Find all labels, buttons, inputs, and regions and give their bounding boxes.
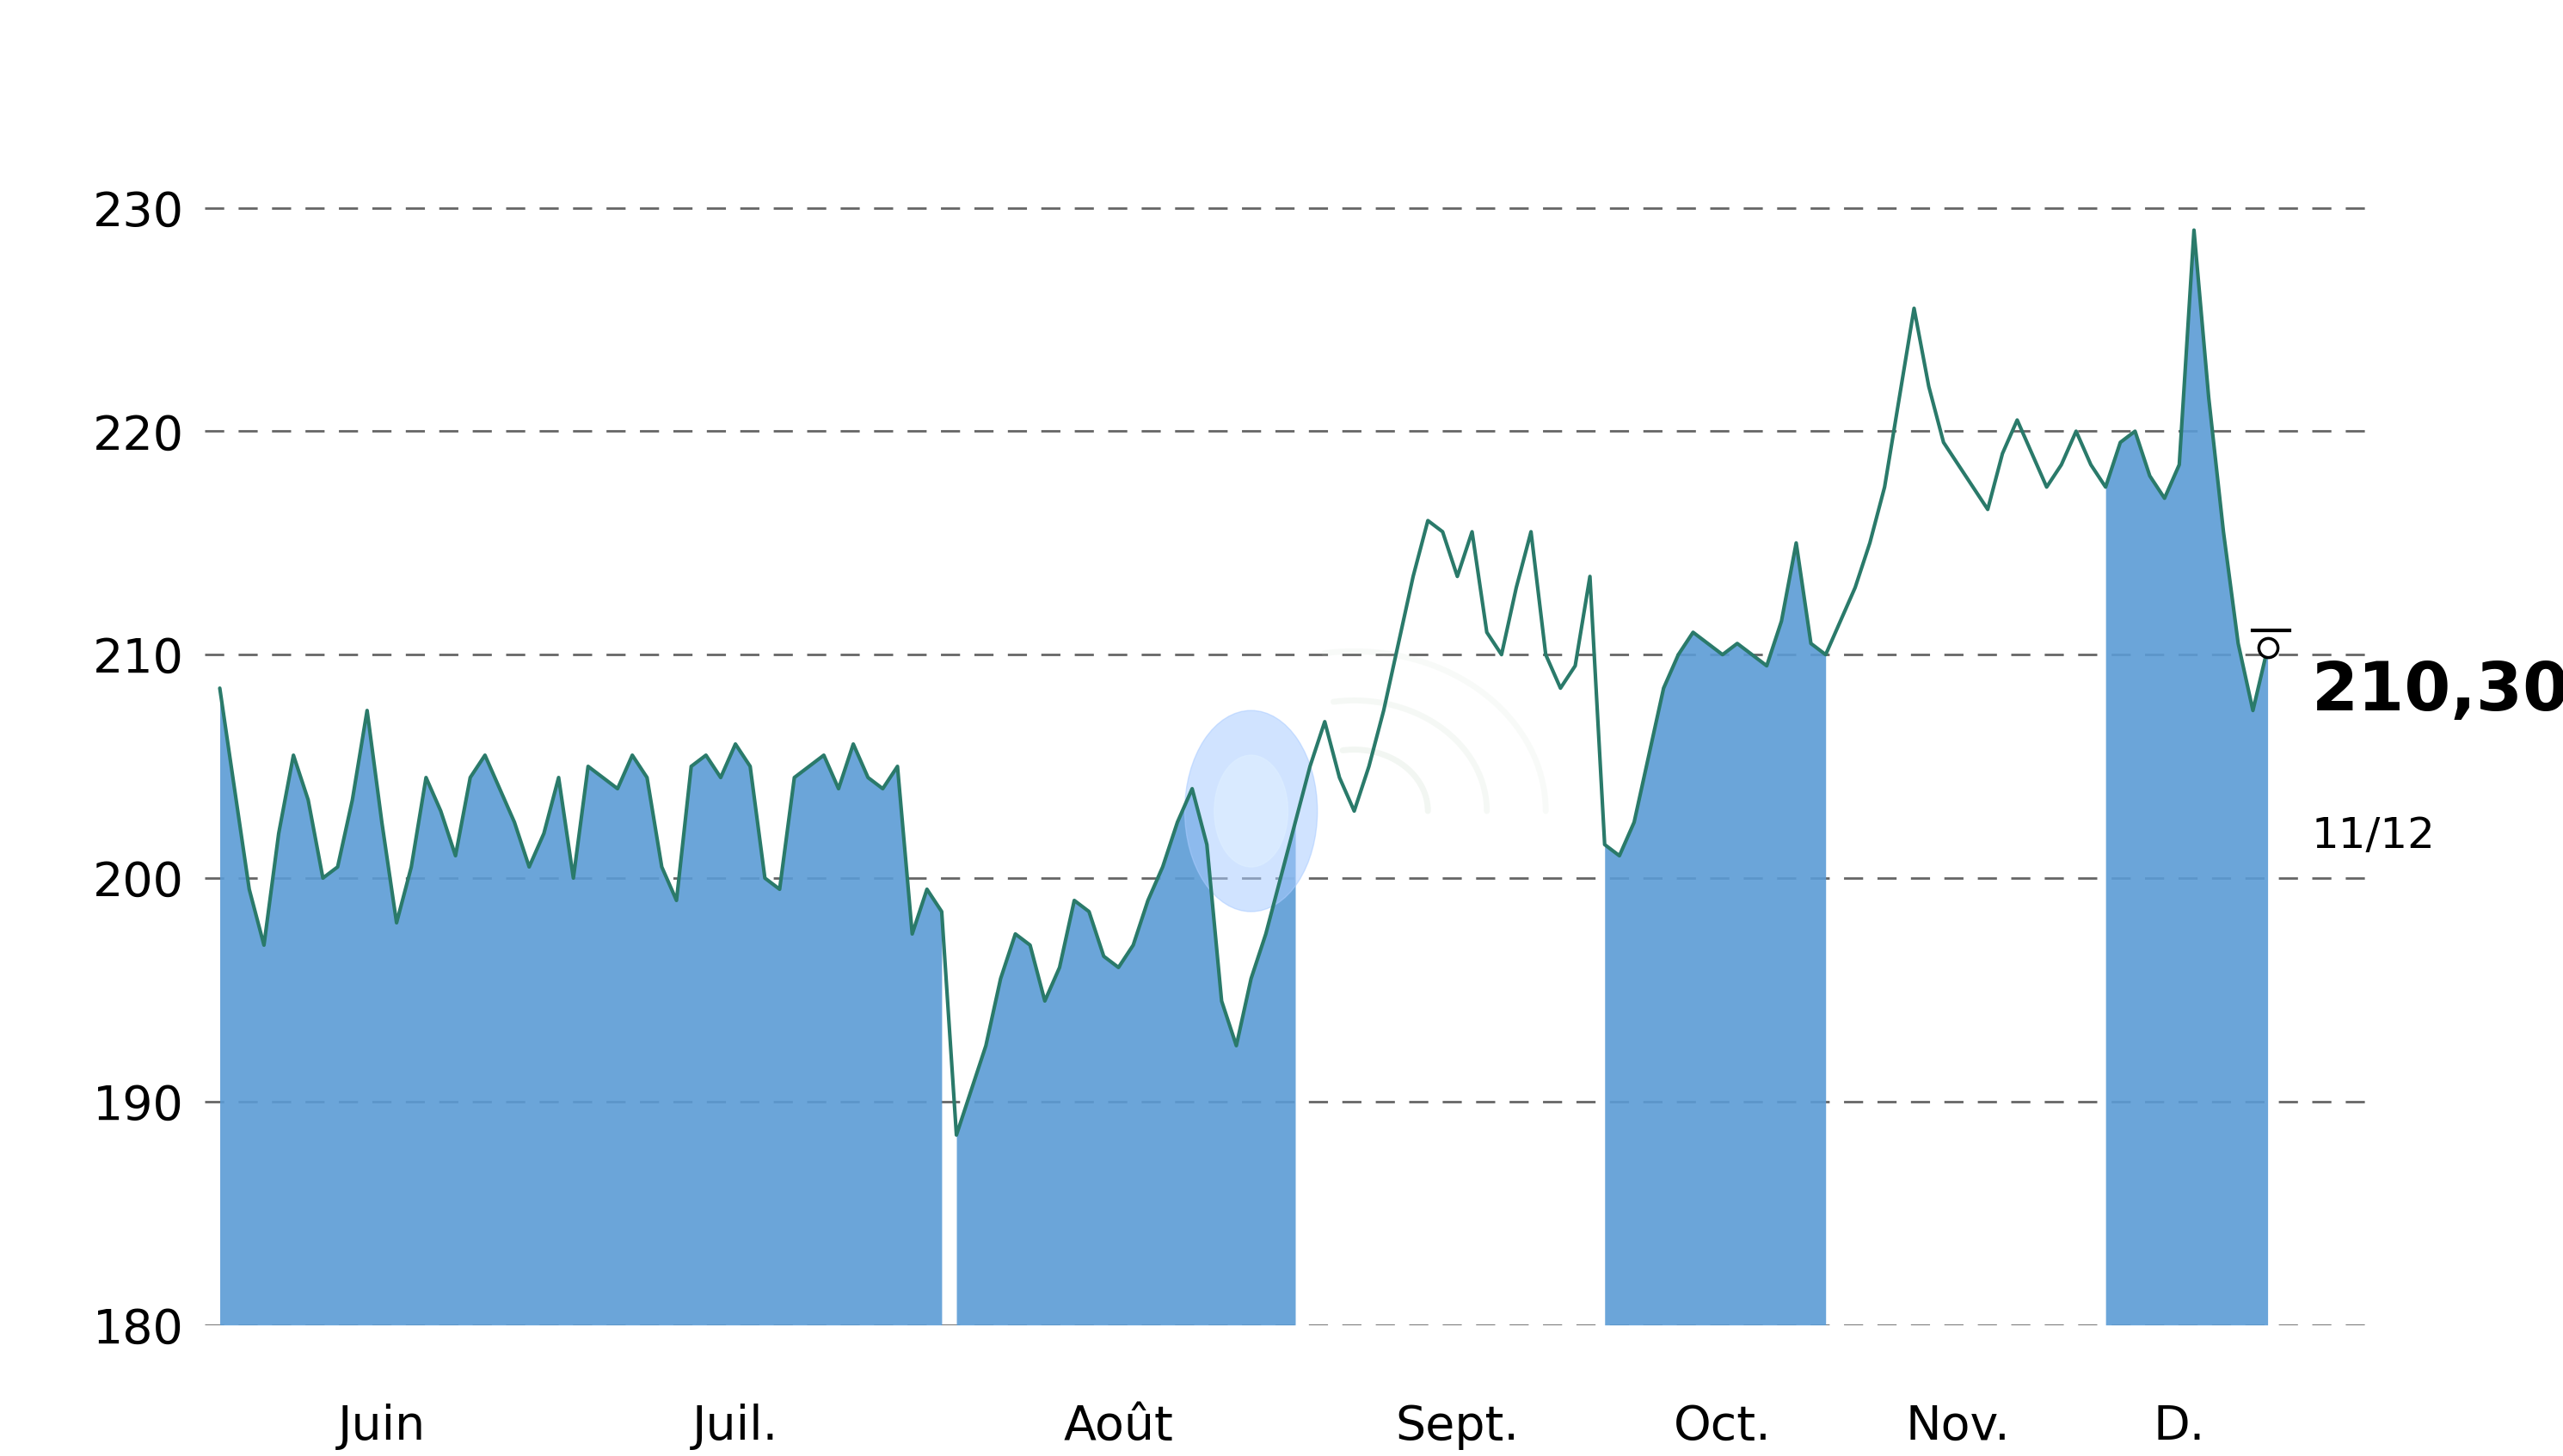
Text: Juil.: Juil. xyxy=(692,1404,779,1450)
Text: Oct.: Oct. xyxy=(1674,1404,1771,1450)
Text: SAFRAN: SAFRAN xyxy=(1064,9,1499,100)
Text: Sept.: Sept. xyxy=(1394,1404,1520,1450)
Text: Juin: Juin xyxy=(338,1404,425,1450)
Circle shape xyxy=(1215,756,1287,866)
Text: 210,30: 210,30 xyxy=(2312,660,2563,725)
Text: D.: D. xyxy=(2153,1404,2204,1450)
Text: Nov.: Nov. xyxy=(1907,1404,2009,1450)
Circle shape xyxy=(1184,711,1317,911)
Text: 11/12: 11/12 xyxy=(2312,815,2435,856)
Text: Août: Août xyxy=(1064,1404,1174,1450)
